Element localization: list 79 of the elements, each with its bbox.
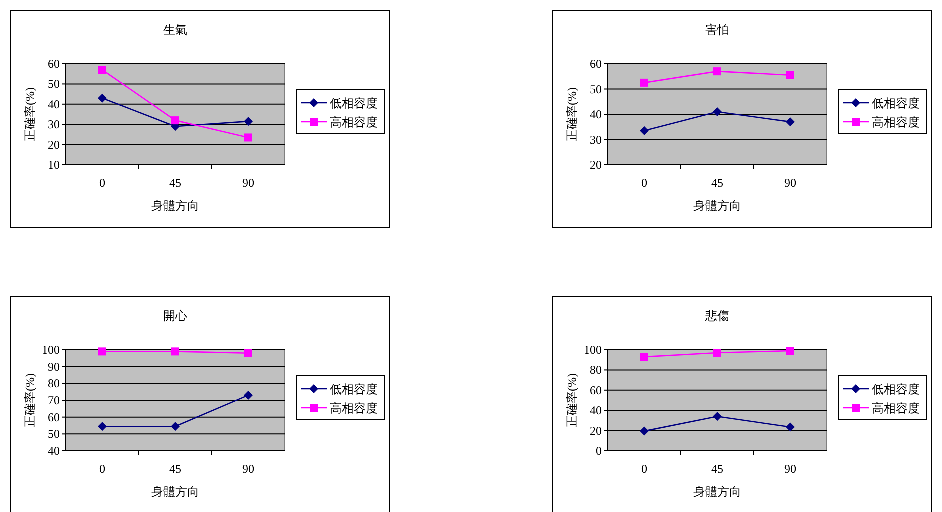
y-tick-label: 20 xyxy=(590,158,602,172)
x-tick-label: 90 xyxy=(784,462,796,476)
x-axis-title: 身體方向 xyxy=(152,485,200,499)
point xyxy=(786,422,795,432)
legend-label: 低相容度 xyxy=(330,96,378,110)
point xyxy=(713,412,722,422)
x-tick-label: 90 xyxy=(784,176,796,190)
y-tick-label: 0 xyxy=(596,444,602,458)
point xyxy=(244,134,252,142)
x-tick-label: 0 xyxy=(100,176,106,190)
y-tick-label: 20 xyxy=(48,138,60,152)
point xyxy=(98,422,107,432)
x-tick-label: 45 xyxy=(170,176,182,190)
point xyxy=(786,71,794,80)
y-tick-label: 60 xyxy=(590,57,602,71)
chart-title: 開心 xyxy=(164,309,188,323)
point xyxy=(171,422,180,432)
point xyxy=(640,126,649,136)
x-tick-label: 90 xyxy=(242,462,254,476)
point xyxy=(714,68,722,76)
y-tick-label: 30 xyxy=(590,132,602,147)
y-tick-label: 50 xyxy=(590,82,602,96)
x-tick-label: 45 xyxy=(712,176,724,190)
y-tick-label: 50 xyxy=(48,77,60,92)
x-tick-label: 0 xyxy=(642,176,648,190)
y-axis-title: 正確率(%) xyxy=(23,88,37,142)
y-tick-label: 30 xyxy=(48,118,60,132)
chart-title: 悲傷 xyxy=(704,309,730,323)
chart-title: 生氣 xyxy=(164,23,188,37)
y-tick-label: 40 xyxy=(48,444,60,458)
point xyxy=(244,390,253,400)
point xyxy=(640,426,649,436)
y-tick-label: 50 xyxy=(48,427,60,442)
x-tick-label: 45 xyxy=(712,462,724,476)
y-tick-label: 60 xyxy=(590,383,602,398)
y-tick-label: 100 xyxy=(42,343,60,357)
x-tick-label: 0 xyxy=(100,462,106,476)
point xyxy=(98,94,107,103)
legend-label: 低相容度 xyxy=(872,96,920,110)
point xyxy=(640,353,648,362)
point xyxy=(98,348,106,356)
point xyxy=(98,66,106,74)
y-tick-label: 90 xyxy=(48,360,60,374)
y-axis-title: 正確率(%) xyxy=(565,374,579,428)
legend-label: 高相容度 xyxy=(330,402,378,416)
y-tick-label: 20 xyxy=(590,424,602,438)
y-tick-label: 40 xyxy=(590,108,602,122)
y-axis-title: 正確率(%) xyxy=(565,88,579,142)
point xyxy=(640,78,648,87)
y-tick-label: 60 xyxy=(48,410,60,424)
y-tick-label: 80 xyxy=(590,363,602,378)
y-tick-label: 100 xyxy=(584,343,602,357)
point xyxy=(713,107,722,116)
y-axis-title: 正確率(%) xyxy=(23,374,37,428)
point xyxy=(244,117,253,126)
y-tick-label: 60 xyxy=(48,57,60,71)
point xyxy=(244,349,252,358)
point xyxy=(172,116,180,125)
y-tick-label: 40 xyxy=(48,97,60,112)
point xyxy=(714,349,722,358)
legend-label: 低相容度 xyxy=(330,382,378,396)
y-tick-label: 70 xyxy=(48,394,60,408)
y-tick-label: 10 xyxy=(48,158,60,172)
y-tick-label: 80 xyxy=(48,376,60,391)
x-tick-label: 90 xyxy=(242,176,254,190)
legend-label: 高相容度 xyxy=(872,402,920,416)
x-tick-label: 45 xyxy=(170,462,182,476)
x-axis-title: 身體方向 xyxy=(152,199,200,213)
x-tick-label: 0 xyxy=(642,462,648,476)
point xyxy=(786,347,794,356)
x-axis-title: 身體方向 xyxy=(694,199,742,213)
legend-label: 低相容度 xyxy=(872,382,920,396)
x-axis-title: 身體方向 xyxy=(694,485,742,499)
point xyxy=(172,348,180,356)
legend-label: 高相容度 xyxy=(872,116,920,130)
legend-label: 高相容度 xyxy=(330,116,378,130)
chart-title: 害怕 xyxy=(706,23,730,37)
point xyxy=(786,118,795,127)
y-tick-label: 40 xyxy=(590,404,602,418)
